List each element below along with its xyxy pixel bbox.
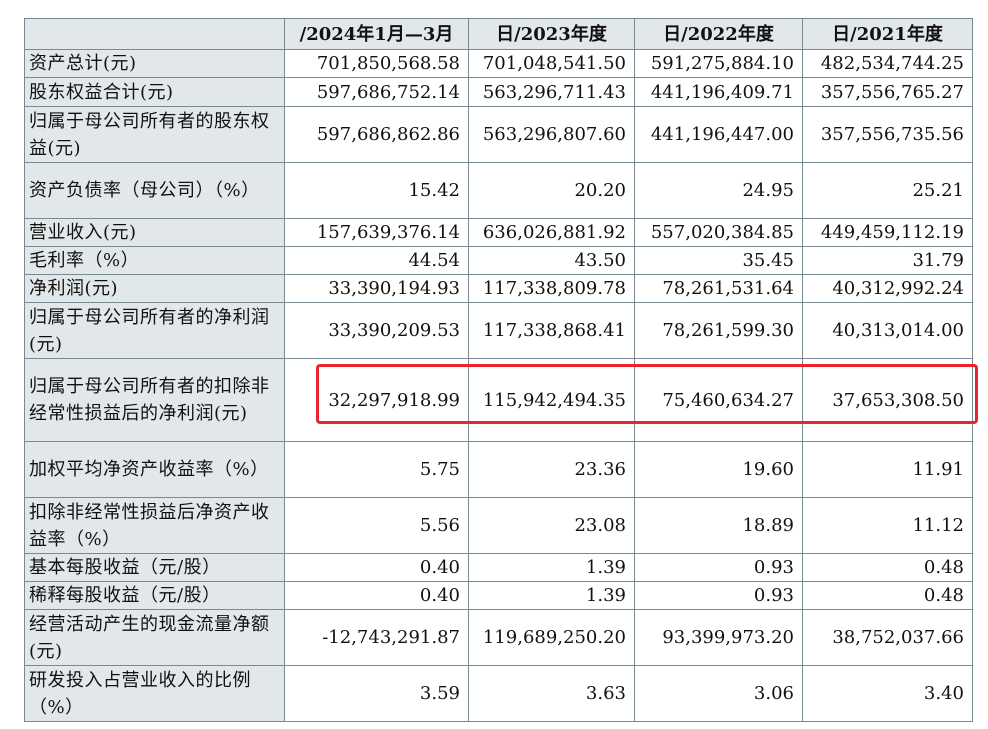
table-row: 毛利率（%） 44.54 43.50 35.45 31.79 <box>24 246 973 275</box>
row-label: 归属于母公司所有者的净利润(元) <box>24 302 285 359</box>
table-row: 扣除非经常性损益后净资产收益率（%） 5.56 23.08 18.89 11.1… <box>24 497 973 554</box>
cell-value: 33,390,194.93 <box>284 274 469 303</box>
header-row: /2024年1月—3月 日/2023年度 日/2022年度 日/2021年度 <box>24 18 973 50</box>
cell-value: 117,338,809.78 <box>468 274 635 303</box>
row-label: 股东权益合计(元) <box>24 77 285 107</box>
cell-value: 357,556,735.56 <box>802 106 973 163</box>
table-row: 股东权益合计(元) 597,686,752.14 563,296,711.43 … <box>24 77 973 107</box>
table-row: 归属于母公司所有者的股东权益(元) 597,686,862.86 563,296… <box>24 106 973 163</box>
cell-value: 3.40 <box>802 665 973 722</box>
cell-value: 40,312,992.24 <box>802 274 973 303</box>
cell-value: 597,686,862.86 <box>284 106 469 163</box>
header-cell-label <box>24 18 285 50</box>
row-label: 稀释每股收益（元/股） <box>24 581 285 610</box>
cell-value: 3.63 <box>468 665 635 722</box>
cell-value: 25.21 <box>802 162 973 219</box>
header-cell-2021: 日/2021年度 <box>802 18 973 50</box>
cell-value: 78,261,531.64 <box>634 274 803 303</box>
cell-value: 0.93 <box>634 581 803 610</box>
cell-value: 115,942,494.35 <box>468 358 635 442</box>
row-label: 营业收入(元) <box>24 218 285 247</box>
table-row: 资产负债率（母公司）（%） 15.42 20.20 24.95 25.21 <box>24 162 973 219</box>
cell-value: 23.08 <box>468 497 635 554</box>
cell-value: 357,556,765.27 <box>802 77 973 107</box>
cell-value: 15.42 <box>284 162 469 219</box>
row-label: 基本每股收益（元/股） <box>24 553 285 582</box>
cell-value: 563,296,711.43 <box>468 77 635 107</box>
cell-value: 157,639,376.14 <box>284 218 469 247</box>
table-row: 营业收入(元) 157,639,376.14 636,026,881.92 55… <box>24 218 973 247</box>
cell-value: 701,850,568.58 <box>284 49 469 78</box>
cell-value: 33,390,209.53 <box>284 302 469 359</box>
cell-value: 1.39 <box>468 553 635 582</box>
table-row: 资产总计(元) 701,850,568.58 701,048,541.50 59… <box>24 49 973 78</box>
cell-value: 0.40 <box>284 581 469 610</box>
cell-value: 0.93 <box>634 553 803 582</box>
cell-value: 93,399,973.20 <box>634 609 803 666</box>
cell-value: 1.39 <box>468 581 635 610</box>
cell-value: 18.89 <box>634 497 803 554</box>
cell-value: 20.20 <box>468 162 635 219</box>
row-label: 归属于母公司所有者的扣除非经常性损益后的净利润(元) <box>24 358 285 442</box>
cell-value: 37,653,308.50 <box>802 358 973 442</box>
cell-value: 636,026,881.92 <box>468 218 635 247</box>
row-label: 净利润(元) <box>24 274 285 303</box>
cell-value: 0.48 <box>802 581 973 610</box>
row-label: 研发投入占营业收入的比例（%） <box>24 665 285 722</box>
table-row: 经营活动产生的现金流量净额(元) -12,743,291.87 119,689,… <box>24 609 973 666</box>
row-label: 资产总计(元) <box>24 49 285 78</box>
cell-value: 44.54 <box>284 246 469 275</box>
cell-value: 43.50 <box>468 246 635 275</box>
row-label: 经营活动产生的现金流量净额(元) <box>24 609 285 666</box>
cell-value: 11.12 <box>802 497 973 554</box>
cell-value: 3.06 <box>634 665 803 722</box>
cell-value: 482,534,744.25 <box>802 49 973 78</box>
header-cell-2023: 日/2023年度 <box>468 18 635 50</box>
cell-value: 11.91 <box>802 441 973 498</box>
table-row: 研发投入占营业收入的比例（%） 3.59 3.63 3.06 3.40 <box>24 665 973 722</box>
cell-value: 591,275,884.10 <box>634 49 803 78</box>
header-cell-2022: 日/2022年度 <box>634 18 803 50</box>
cell-value: 0.40 <box>284 553 469 582</box>
table-row: 归属于母公司所有者的净利润(元) 33,390,209.53 117,338,8… <box>24 302 973 359</box>
row-label: 加权平均净资产收益率（%） <box>24 441 285 498</box>
row-label: 扣除非经常性损益后净资产收益率（%） <box>24 497 285 554</box>
cell-value: 19.60 <box>634 441 803 498</box>
cell-value: 23.36 <box>468 441 635 498</box>
financial-table-container: /2024年1月—3月 日/2023年度 日/2022年度 日/2021年度 资… <box>24 18 973 722</box>
cell-value: 441,196,447.00 <box>634 106 803 163</box>
table-row: 稀释每股收益（元/股） 0.40 1.39 0.93 0.48 <box>24 581 973 610</box>
cell-value: 557,020,384.85 <box>634 218 803 247</box>
cell-value: 449,459,112.19 <box>802 218 973 247</box>
cell-value: 31.79 <box>802 246 973 275</box>
cell-value: 701,048,541.50 <box>468 49 635 78</box>
cell-value: 563,296,807.60 <box>468 106 635 163</box>
row-label: 资产负债率（母公司）（%） <box>24 162 285 219</box>
cell-value: 597,686,752.14 <box>284 77 469 107</box>
cell-value: 35.45 <box>634 246 803 275</box>
cell-value: 441,196,409.71 <box>634 77 803 107</box>
row-label: 毛利率（%） <box>24 246 285 275</box>
table-row: 基本每股收益（元/股） 0.40 1.39 0.93 0.48 <box>24 553 973 582</box>
table-row: 加权平均净资产收益率（%） 5.75 23.36 19.60 11.91 <box>24 441 973 498</box>
financial-summary-table: /2024年1月—3月 日/2023年度 日/2022年度 日/2021年度 资… <box>24 18 973 722</box>
cell-value: 5.75 <box>284 441 469 498</box>
cell-value: 3.59 <box>284 665 469 722</box>
cell-value: 119,689,250.20 <box>468 609 635 666</box>
table-row-highlighted: 归属于母公司所有者的扣除非经常性损益后的净利润(元) 32,297,918.99… <box>24 358 973 442</box>
cell-value: 32,297,918.99 <box>284 358 469 442</box>
row-label: 归属于母公司所有者的股东权益(元) <box>24 106 285 163</box>
cell-value: 24.95 <box>634 162 803 219</box>
cell-value: 38,752,037.66 <box>802 609 973 666</box>
cell-value: 75,460,634.27 <box>634 358 803 442</box>
header-cell-2024q1: /2024年1月—3月 <box>284 18 469 50</box>
cell-value: 5.56 <box>284 497 469 554</box>
table-row: 净利润(元) 33,390,194.93 117,338,809.78 78,2… <box>24 274 973 303</box>
cell-value: 40,313,014.00 <box>802 302 973 359</box>
cell-value: 117,338,868.41 <box>468 302 635 359</box>
cell-value: 78,261,599.30 <box>634 302 803 359</box>
cell-value: -12,743,291.87 <box>284 609 469 666</box>
cell-value: 0.48 <box>802 553 973 582</box>
